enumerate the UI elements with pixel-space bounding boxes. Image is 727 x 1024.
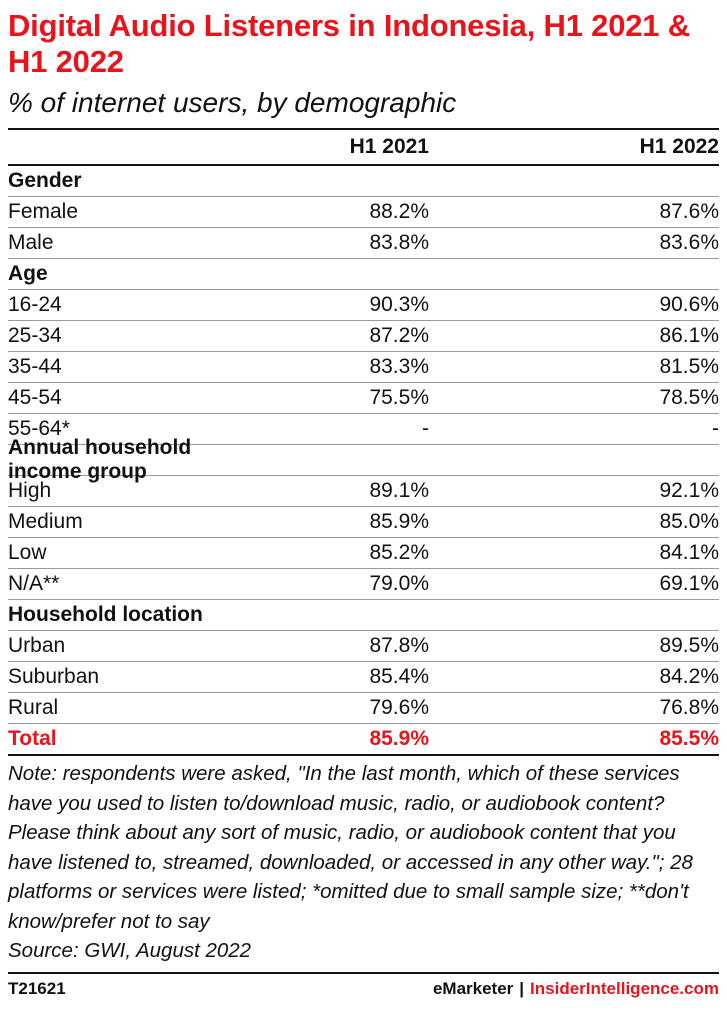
value-h1-2021: 79.6% — [369, 696, 429, 719]
value-h1-2021: 83.8% — [369, 231, 429, 254]
table-row: High 89.1% 92.1% — [8, 476, 719, 507]
value-h1-2022: 76.8% — [659, 696, 719, 719]
value-h1-2021: 85.4% — [369, 665, 429, 688]
table-row: 25-34 87.2% 86.1% — [8, 321, 719, 352]
table-row: Female 88.2% 87.6% — [8, 197, 719, 228]
value-h1-2022: 69.1% — [659, 572, 719, 595]
value-h1-2022: 90.6% — [659, 293, 719, 316]
group-label: Gender — [8, 169, 82, 192]
value-h1-2022: 83.6% — [659, 231, 719, 254]
group-label: Household location — [8, 603, 203, 626]
row-label: Total — [8, 727, 57, 750]
header-h1-2022: H1 2022 — [639, 135, 719, 158]
row-label: Rural — [8, 696, 59, 719]
value-h1-2022: 85.0% — [659, 510, 719, 533]
chart-subtitle: % of internet users, by demographic — [8, 87, 457, 118]
brand-emarketer: eMarketer — [432, 978, 514, 998]
table-group-row: Age — [8, 259, 719, 290]
value-h1-2021: 87.8% — [369, 634, 429, 657]
row-label: Female — [8, 200, 79, 223]
group-label: Annual household income group — [8, 436, 192, 483]
value-h1-2021: 83.3% — [369, 355, 429, 378]
value-h1-2021: 75.5% — [369, 386, 429, 409]
chart-note: Note: respondents were asked, "In the la… — [8, 762, 693, 933]
value-h1-2021: 85.2% — [369, 541, 429, 564]
group-label: Age — [8, 262, 48, 285]
table-group-row: Annual household income group — [8, 436, 719, 483]
table-total-row: Total 85.9% 85.5% — [8, 724, 719, 756]
chart-id: T21621 — [8, 978, 66, 998]
table-row: Urban 87.8% 89.5% — [8, 631, 719, 662]
row-label: Low — [8, 541, 47, 564]
value-h1-2022: 89.5% — [659, 634, 719, 657]
value-h1-2022: - — [712, 417, 719, 440]
chart-container: Digital Audio Listeners in Indonesia, H1… — [8, 8, 719, 1004]
value-h1-2021: 85.9% — [369, 727, 429, 750]
table-row: 35-44 83.3% 81.5% — [8, 352, 719, 383]
row-label: High — [8, 479, 52, 502]
footer: T21621 eMarketer | InsiderIntelligence.com — [8, 974, 719, 1004]
row-label: 35-44 — [8, 355, 62, 378]
top-rule — [8, 128, 719, 130]
row-label: N/A** — [8, 572, 60, 595]
table-row: Low 85.2% 84.1% — [8, 538, 719, 569]
value-h1-2022: 85.5% — [659, 727, 719, 750]
row-label: 45-54 — [8, 386, 62, 409]
chart-title: Digital Audio Listeners in Indonesia, H1… — [8, 8, 690, 79]
row-label: Suburban — [8, 665, 100, 688]
table-row: N/A** 79.0% 69.1% — [8, 569, 719, 600]
table-row: 55-64* - - — [8, 414, 719, 445]
value-h1-2022: 78.5% — [659, 386, 719, 409]
value-h1-2022: 84.2% — [659, 665, 719, 688]
row-label: Urban — [8, 634, 66, 657]
value-h1-2022: 81.5% — [659, 355, 719, 378]
row-label: Medium — [8, 510, 83, 533]
footer-rule — [8, 971, 719, 974]
table-group-row: Gender — [8, 166, 719, 197]
row-label: 16-24 — [8, 293, 62, 316]
value-h1-2022: 86.1% — [659, 324, 719, 347]
value-h1-2021: - — [422, 417, 429, 440]
value-h1-2022: 92.1% — [659, 479, 719, 502]
value-h1-2021: 87.2% — [369, 324, 429, 347]
chart-source: Source: GWI, August 2022 — [8, 939, 252, 962]
table-row: 45-54 75.5% 78.5% — [8, 383, 719, 414]
table-group-row: Household location — [8, 600, 719, 631]
brand-separator: | — [519, 978, 525, 998]
table-body: Gender Female 88.2% 87.6% Male 83.8% 83.6% Age 1… — [8, 166, 719, 756]
value-h1-2022: 87.6% — [659, 200, 719, 223]
value-h1-2021: 85.9% — [369, 510, 429, 533]
table-row: 16-24 90.3% 90.6% — [8, 290, 719, 321]
row-label: 55-64* — [8, 417, 70, 440]
table-row: Male 83.8% 83.6% — [8, 228, 719, 259]
value-h1-2021: 90.3% — [369, 293, 429, 316]
value-h1-2022: 84.1% — [659, 541, 719, 564]
brand-insiderintelligence: InsiderIntelligence.com — [530, 978, 719, 998]
row-label: Male — [8, 231, 54, 254]
value-h1-2021: 89.1% — [369, 479, 429, 502]
table-row: Medium 85.9% 85.0% — [8, 507, 719, 538]
table-row: Suburban 85.4% 84.2% — [8, 662, 719, 693]
table-header: H1 2021 H1 2022 — [8, 130, 719, 166]
value-h1-2021: 88.2% — [369, 200, 429, 223]
value-h1-2021: 79.0% — [369, 572, 429, 595]
table-row: Rural 79.6% 76.8% — [8, 693, 719, 724]
row-label: 25-34 — [8, 324, 62, 347]
brand-block: eMarketer | InsiderIntelligence.com — [433, 979, 719, 999]
header-h1-2021: H1 2021 — [349, 135, 429, 158]
